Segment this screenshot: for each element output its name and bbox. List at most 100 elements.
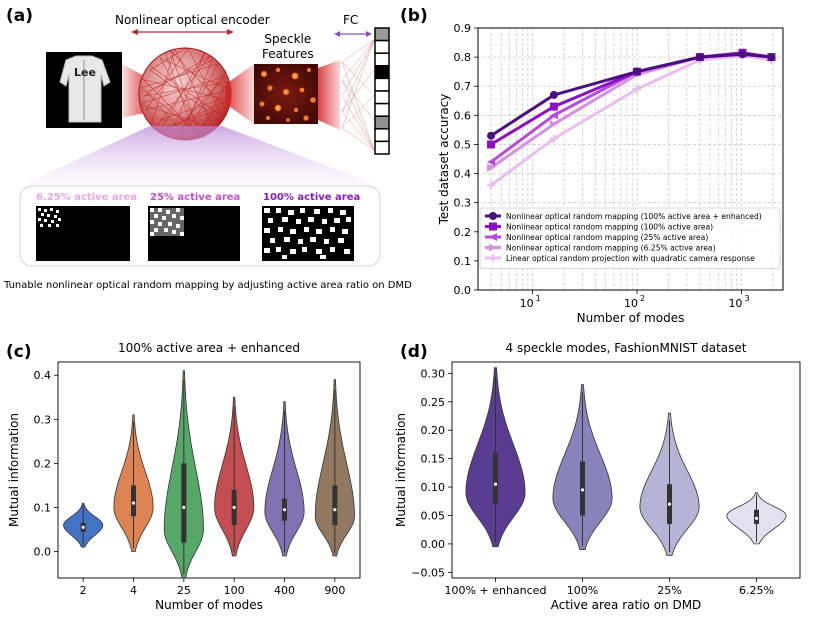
speckle-label-line-1: Speckle <box>264 32 312 46</box>
data-point <box>487 140 496 149</box>
x-tick-exponent: 3 <box>744 294 749 303</box>
legend-entry: Nonlinear optical random mapping (25% ac… <box>506 233 708 242</box>
data-point <box>549 134 558 143</box>
y-tick-label: 0.6 <box>454 109 472 122</box>
data-point <box>489 222 497 231</box>
x-axis-label: Number of modes <box>577 311 685 325</box>
panel-a-label: (a) <box>6 6 34 26</box>
x-tick-label: 100% + enhanced <box>445 584 547 597</box>
legend-entry: Linear optical random projection with qu… <box>506 254 755 263</box>
y-axis-label: Mutual information <box>7 413 21 527</box>
data-point <box>489 212 497 220</box>
violin-median <box>81 525 85 529</box>
panel-a-schematic: Lee <box>19 27 390 267</box>
dmd-tile-6-label: 6.25% active area <box>36 192 138 203</box>
y-tick-label: 0.25 <box>421 396 446 409</box>
svg-text:Lee: Lee <box>74 66 96 79</box>
x-tick-label: 10 <box>728 297 742 310</box>
x-tick-label: 10 <box>624 297 638 310</box>
data-point <box>487 157 496 166</box>
y-tick-label: 0.1 <box>454 255 472 268</box>
fc-label: FC <box>343 13 359 27</box>
violin-iqr-box <box>493 452 498 505</box>
y-tick-label: 0.10 <box>421 481 446 494</box>
encoder-label: Nonlinear optical encoder <box>115 13 270 27</box>
x-tick-label: 100% <box>567 584 598 597</box>
panel-b-label: (b) <box>400 6 428 26</box>
panel-a-caption: Tunable nonlinear optical random mapping… <box>4 280 412 291</box>
y-tick-label: 0.9 <box>454 22 472 35</box>
x-tick-label: 900 <box>324 584 345 597</box>
y-axis-label: Test dataset accuracy <box>437 94 451 226</box>
violin-iqr-box <box>332 485 338 526</box>
y-axis-label: Mutual information <box>394 413 408 527</box>
speckle-label-line-2: Features <box>262 47 314 61</box>
violin-median <box>232 505 236 510</box>
data-point <box>549 90 558 99</box>
accuracy-chart: 0.00.10.20.30.40.50.60.70.80.910 1 10 2 10 3N… <box>437 22 784 325</box>
data-point <box>549 102 558 111</box>
y-tick-label: 0.3 <box>454 197 472 210</box>
y-tick-label: 0.20 <box>421 424 446 437</box>
data-point <box>633 67 642 76</box>
x-tick-label: 25% <box>657 584 681 597</box>
violin-median <box>131 501 136 505</box>
legend-entry: Nonlinear optical random mapping (100% a… <box>506 212 762 221</box>
panel-d-label: (d) <box>400 342 428 362</box>
plot-frame <box>451 361 801 579</box>
y-tick-label: 0.15 <box>421 453 446 466</box>
x-axis-label: Active area ratio on DMD <box>551 598 702 612</box>
y-tick-label: −0.05 <box>411 566 445 579</box>
violin-median <box>754 516 759 520</box>
data-point <box>487 163 496 172</box>
y-tick-label: 0.7 <box>454 80 472 93</box>
y-tick-label: 0.05 <box>421 509 446 522</box>
violin-median <box>493 482 498 486</box>
speckle-features-label: Speckle Features <box>262 32 314 62</box>
violin-iqr-box <box>131 485 136 517</box>
y-tick-label: 0.0 <box>34 546 52 559</box>
y-tick-label: 0.2 <box>34 457 52 470</box>
x-tick-label: 400 <box>274 584 295 597</box>
violin-median <box>333 508 337 512</box>
data-point <box>487 131 496 140</box>
dmd-tile-25-label: 25% active area <box>150 192 241 203</box>
x-tick-label: 4 <box>130 584 137 597</box>
x-tick-exponent: 1 <box>536 294 541 303</box>
x-tick-exponent: 2 <box>640 294 645 303</box>
data-point <box>489 233 497 241</box>
data-point <box>633 85 642 94</box>
x-tick-label: 100 <box>224 584 245 597</box>
series-line <box>490 54 772 187</box>
plot-frame <box>477 27 784 291</box>
y-tick-label: 0.3 <box>34 413 52 426</box>
legend-box <box>479 207 781 269</box>
series-group <box>487 50 776 140</box>
x-tick-label: 2 <box>80 584 87 597</box>
legend-entry: Nonlinear optical random mapping (100% a… <box>506 223 713 232</box>
data-point <box>489 243 497 252</box>
data-point <box>738 50 747 59</box>
series-line <box>490 52 772 137</box>
violin-median <box>667 502 672 506</box>
data-point <box>487 181 496 190</box>
x-tick-label: 10 <box>520 297 534 310</box>
fc-connections <box>341 39 375 151</box>
output-column <box>374 27 390 155</box>
y-tick-label: 0.4 <box>454 168 472 181</box>
violin-iqr-box <box>181 463 187 543</box>
dmd-tile-100-label: 100% active area <box>263 192 361 203</box>
chart-title: 4 speckle modes, FashionMNIST dataset <box>506 341 747 355</box>
data-point <box>549 111 558 120</box>
x-tick-label: 25 <box>177 584 191 597</box>
y-tick-label: 0.5 <box>454 138 472 151</box>
violin-median <box>580 488 585 492</box>
legend-entry: Nonlinear optical random mapping (6.25% … <box>506 244 716 253</box>
dmd-tile-6 <box>36 206 130 261</box>
y-tick-label: 0.1 <box>34 501 52 514</box>
y-tick-label: 0.4 <box>34 369 52 382</box>
x-tick-label: 6.25% <box>739 584 774 597</box>
y-tick-label: 0.8 <box>454 51 472 64</box>
